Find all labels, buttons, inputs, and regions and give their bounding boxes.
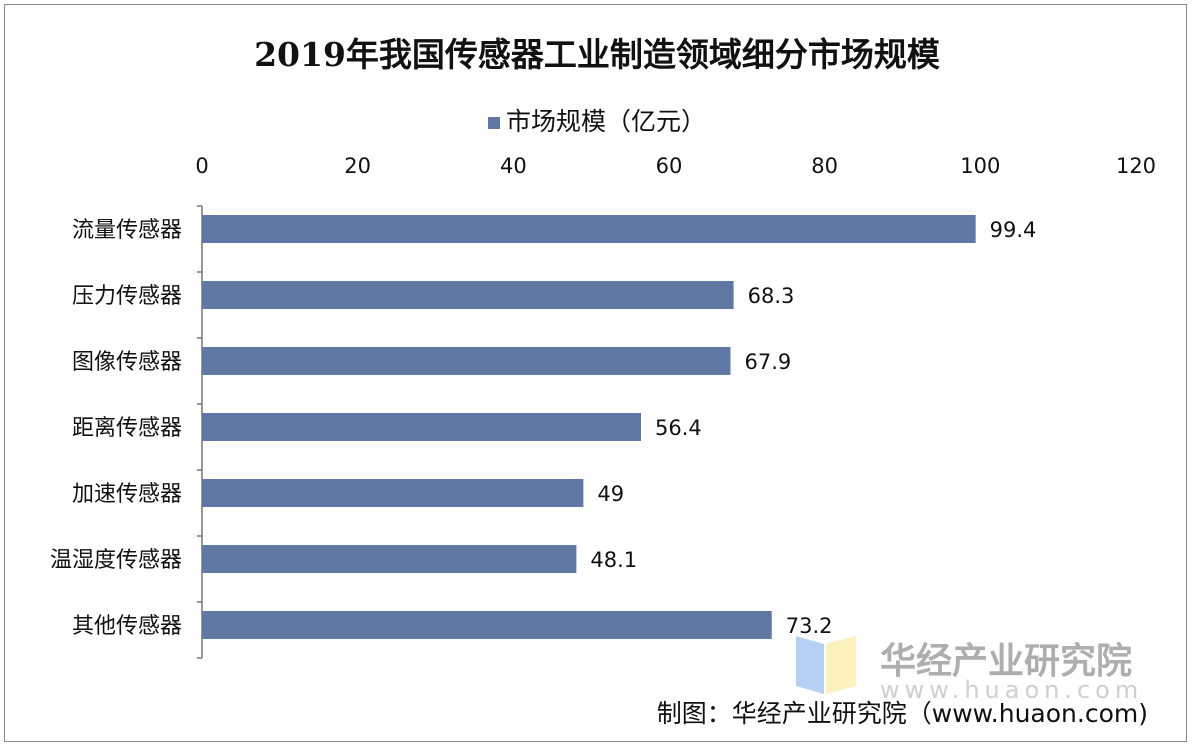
watermark-text: 华经产业研究院 — [880, 641, 1133, 682]
x-tick-label: 0 — [195, 154, 208, 178]
category-label: 加速传感器 — [72, 482, 182, 507]
x-tick-label: 20 — [344, 154, 371, 178]
data-label: 49 — [597, 482, 624, 506]
bar — [202, 611, 772, 639]
bar — [202, 281, 734, 309]
bar — [202, 215, 976, 243]
legend-swatch — [487, 117, 500, 129]
watermark-logo — [796, 636, 866, 700]
category-label: 距离传感器 — [72, 416, 182, 441]
legend-label: 市场规模（亿元） — [505, 107, 706, 136]
x-tick-label: 60 — [656, 154, 683, 178]
category-label: 温湿度传感器 — [50, 548, 182, 573]
category-label: 流量传感器 — [72, 218, 182, 243]
x-tick-label: 120 — [1116, 154, 1156, 178]
data-label: 73.2 — [786, 614, 833, 638]
data-label: 68.3 — [748, 284, 795, 308]
x-tick-label: 80 — [811, 154, 838, 178]
data-label: 67.9 — [744, 350, 791, 374]
legend: 市场规模（亿元） — [0, 102, 1194, 138]
data-label: 48.1 — [590, 548, 637, 572]
category-label: 压力传感器 — [72, 284, 182, 309]
bar — [202, 545, 577, 573]
data-label: 56.4 — [655, 416, 702, 440]
category-label: 其他传感器 — [72, 614, 182, 639]
category-label: 图像传感器 — [72, 350, 182, 375]
source-note: 制图：华经产业研究院（www.huaon.com) — [656, 699, 1148, 728]
x-tick-label: 100 — [960, 154, 1000, 178]
bar — [202, 347, 731, 375]
chart-title: 2019年我国传感器工业制造领域细分市场规模 — [254, 35, 940, 74]
bar — [202, 479, 584, 507]
watermark-url: www.huaon.com — [880, 676, 1144, 704]
x-tick-label: 40 — [500, 154, 527, 178]
bar — [202, 413, 641, 441]
data-label: 99.4 — [990, 218, 1037, 242]
